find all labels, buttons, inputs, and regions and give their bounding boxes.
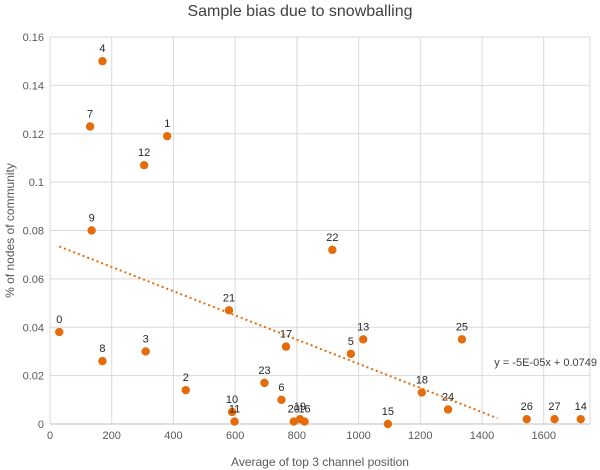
- data-point: [181, 385, 190, 395]
- y-tick-label: 0.14: [23, 80, 44, 92]
- data-point-label: 3: [143, 333, 149, 345]
- x-tick-label: 800: [288, 430, 306, 442]
- data-point: [281, 342, 291, 351]
- x-tick-label: 600: [226, 430, 244, 442]
- data-point: [383, 419, 393, 429]
- data-point: [55, 327, 64, 337]
- data-point: [277, 395, 286, 405]
- data-point-label: 1: [164, 118, 170, 130]
- data-point-label: 22: [326, 232, 338, 244]
- x-axis-title: Average of top 3 channel position: [231, 455, 409, 469]
- data-point: [230, 417, 239, 426]
- data-point: [224, 306, 234, 315]
- data-point: [457, 335, 467, 344]
- data-point-label: 15: [382, 406, 394, 418]
- data-point-label: 13: [357, 321, 369, 333]
- y-tick-label: 0.04: [23, 322, 44, 334]
- y-tick-label: 0.08: [23, 226, 44, 238]
- trendline-group: [58, 245, 498, 420]
- data-point: [576, 414, 585, 424]
- y-tick-label: 0.16: [23, 32, 44, 44]
- data-point-label: 26: [521, 401, 533, 413]
- data-point: [85, 122, 95, 131]
- data-point: [550, 414, 559, 424]
- data-point-label: 10: [226, 394, 238, 406]
- y-tick-label: 0.12: [23, 129, 44, 141]
- data-point-label: 6: [278, 382, 284, 394]
- data-point-label: 19: [294, 401, 306, 413]
- data-point-label: 24: [442, 391, 454, 403]
- data-point: [443, 405, 453, 414]
- data-point-label: 17: [280, 329, 292, 341]
- data-point-label: 25: [456, 321, 468, 333]
- y-tick-label: 0.1: [29, 177, 44, 189]
- x-tick-label: 1400: [470, 430, 494, 442]
- data-point-label: 0: [56, 314, 62, 326]
- data-point: [328, 245, 337, 255]
- data-point: [346, 349, 356, 359]
- data-point-label: 12: [138, 147, 150, 159]
- y-axis-ticks: 0 0.02 0.04 0.06 0.08 0.1 0.12 0.14 0.16: [23, 32, 44, 431]
- data-point: [289, 417, 298, 426]
- x-tick-label: 200: [103, 430, 121, 442]
- chart-title: Sample bias due to snowballing: [187, 3, 412, 20]
- data-point-labels: 0123456789101112131415161718192021222324…: [56, 43, 587, 418]
- y-axis-title: % of nodes of community: [3, 163, 17, 298]
- x-tick-label: 1200: [408, 430, 432, 442]
- data-point-label: 27: [548, 401, 560, 413]
- y-tick-label: 0: [38, 419, 44, 431]
- data-point-label: 11: [229, 404, 240, 416]
- data-point: [227, 407, 237, 417]
- data-point: [260, 378, 269, 388]
- data-point-label: 23: [258, 365, 270, 377]
- trendline: [58, 245, 498, 420]
- data-point: [359, 335, 368, 344]
- data-point-label: 18: [416, 375, 428, 387]
- data-point-label: 4: [99, 43, 105, 55]
- data-point: [139, 160, 149, 170]
- x-tick-label: 1000: [346, 430, 370, 442]
- trendline-equation: y = -5E-05x + 0.0749: [494, 357, 597, 369]
- data-point-label: 16: [298, 404, 310, 416]
- grid: [49, 36, 591, 425]
- data-point: [522, 414, 531, 424]
- data-point: [98, 356, 107, 366]
- x-tick-label: 0: [47, 430, 53, 442]
- data-point: [87, 226, 96, 235]
- y-tick-label: 0.02: [23, 371, 44, 383]
- x-tick-label: 400: [164, 430, 182, 442]
- x-tick-label: 1600: [531, 430, 555, 442]
- y-tick-label: 0.06: [23, 274, 44, 286]
- data-point-label: 20: [288, 404, 300, 416]
- data-point-label: 21: [223, 292, 235, 304]
- data-point-label: 9: [89, 213, 95, 225]
- x-axis-ticks: 0 200 400 600 800 1000 1200 1400 1600: [47, 430, 556, 442]
- data-point-label: 2: [183, 372, 189, 384]
- data-point-label: 14: [575, 401, 587, 413]
- data-point-label: 5: [348, 336, 354, 348]
- data-point: [417, 388, 427, 397]
- data-point: [163, 131, 172, 141]
- data-point: [141, 347, 150, 356]
- data-point-label: 8: [99, 343, 105, 355]
- data-points: [55, 56, 585, 429]
- data-point-label: 7: [87, 108, 93, 120]
- data-point: [98, 56, 107, 66]
